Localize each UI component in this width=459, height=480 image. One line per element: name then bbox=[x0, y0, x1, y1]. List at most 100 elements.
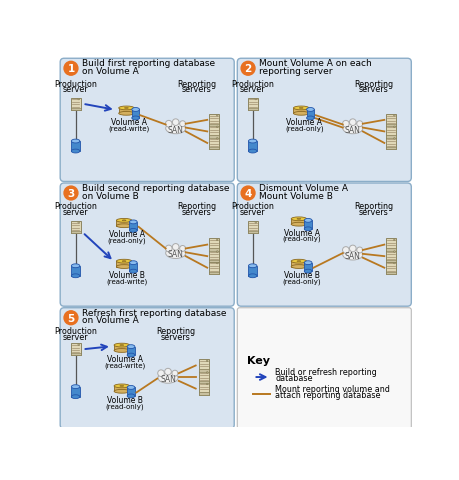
Text: Refresh first reporting database: Refresh first reporting database bbox=[82, 308, 226, 317]
Text: Reporting: Reporting bbox=[156, 326, 195, 336]
Bar bbox=[129, 263, 137, 272]
Bar bbox=[303, 263, 311, 272]
Ellipse shape bbox=[303, 261, 311, 265]
Bar bbox=[247, 221, 257, 234]
Text: (read-write): (read-write) bbox=[106, 278, 147, 284]
Text: Key: Key bbox=[247, 355, 270, 365]
Ellipse shape bbox=[132, 108, 139, 112]
Ellipse shape bbox=[116, 265, 132, 269]
Text: 3: 3 bbox=[67, 189, 74, 199]
Bar bbox=[291, 262, 306, 267]
Circle shape bbox=[172, 120, 179, 126]
Text: servers: servers bbox=[181, 207, 211, 216]
Ellipse shape bbox=[129, 229, 137, 233]
Circle shape bbox=[349, 120, 355, 126]
Bar bbox=[247, 231, 257, 234]
Ellipse shape bbox=[71, 264, 80, 268]
Text: (read-only): (read-only) bbox=[284, 125, 323, 132]
Text: 1: 1 bbox=[67, 64, 74, 74]
FancyBboxPatch shape bbox=[237, 59, 410, 182]
Text: SAN: SAN bbox=[344, 125, 360, 134]
Circle shape bbox=[172, 371, 178, 376]
Bar bbox=[386, 272, 396, 274]
Text: Volume B: Volume B bbox=[109, 270, 145, 279]
Bar bbox=[116, 221, 132, 226]
Text: Production: Production bbox=[54, 202, 97, 211]
Circle shape bbox=[64, 311, 78, 325]
Bar bbox=[209, 124, 219, 127]
Bar bbox=[209, 262, 219, 274]
Circle shape bbox=[64, 62, 78, 76]
Text: on Volume B: on Volume B bbox=[82, 191, 138, 200]
Bar bbox=[71, 142, 80, 152]
Text: SAN: SAN bbox=[168, 250, 183, 259]
Bar bbox=[386, 262, 396, 274]
FancyBboxPatch shape bbox=[60, 308, 234, 429]
Text: Production: Production bbox=[231, 80, 274, 89]
Bar bbox=[386, 249, 396, 251]
Circle shape bbox=[179, 121, 185, 127]
Ellipse shape bbox=[303, 228, 311, 231]
Ellipse shape bbox=[116, 260, 132, 264]
Text: server: server bbox=[62, 332, 88, 341]
Bar bbox=[386, 239, 396, 251]
Circle shape bbox=[216, 240, 218, 241]
Circle shape bbox=[216, 115, 218, 117]
Bar bbox=[71, 266, 80, 276]
Ellipse shape bbox=[248, 274, 257, 278]
Text: server: server bbox=[62, 207, 88, 216]
Text: reporting server: reporting server bbox=[258, 67, 331, 76]
Circle shape bbox=[349, 246, 355, 252]
FancyBboxPatch shape bbox=[237, 308, 410, 429]
Ellipse shape bbox=[248, 150, 257, 154]
Text: 4: 4 bbox=[244, 189, 251, 199]
Ellipse shape bbox=[165, 248, 185, 259]
Text: Reporting: Reporting bbox=[353, 202, 392, 211]
Ellipse shape bbox=[129, 220, 137, 224]
Ellipse shape bbox=[297, 261, 300, 262]
Ellipse shape bbox=[114, 344, 129, 347]
Ellipse shape bbox=[116, 224, 132, 228]
Ellipse shape bbox=[71, 395, 80, 399]
Text: SAN: SAN bbox=[168, 125, 183, 134]
Bar bbox=[199, 360, 209, 372]
Ellipse shape bbox=[291, 217, 306, 221]
Bar bbox=[209, 137, 219, 150]
Circle shape bbox=[78, 99, 79, 101]
Circle shape bbox=[393, 240, 394, 241]
Ellipse shape bbox=[124, 108, 128, 109]
Bar bbox=[209, 261, 219, 263]
Bar bbox=[293, 108, 308, 114]
Circle shape bbox=[165, 246, 172, 252]
Bar bbox=[306, 110, 313, 119]
Ellipse shape bbox=[127, 394, 134, 398]
Text: servers: servers bbox=[358, 85, 387, 94]
FancyBboxPatch shape bbox=[237, 184, 410, 307]
Text: SAN: SAN bbox=[160, 374, 175, 384]
Bar bbox=[199, 381, 209, 384]
Text: Volume A: Volume A bbox=[283, 228, 319, 237]
Circle shape bbox=[78, 222, 79, 224]
Ellipse shape bbox=[127, 353, 134, 357]
Text: Build second reporting database: Build second reporting database bbox=[82, 183, 229, 192]
Text: Reporting: Reporting bbox=[177, 80, 216, 89]
Bar bbox=[114, 386, 129, 392]
Text: server: server bbox=[62, 85, 88, 94]
Text: Production: Production bbox=[231, 202, 274, 211]
Ellipse shape bbox=[306, 117, 313, 120]
Bar bbox=[209, 136, 219, 138]
Text: Volume B: Volume B bbox=[106, 395, 142, 404]
Ellipse shape bbox=[248, 264, 257, 268]
Bar bbox=[199, 371, 209, 384]
Bar bbox=[127, 347, 134, 355]
Bar bbox=[70, 108, 80, 110]
Bar bbox=[248, 142, 257, 152]
Bar bbox=[303, 221, 311, 229]
Ellipse shape bbox=[127, 345, 134, 349]
Text: Mount reporting volume and: Mount reporting volume and bbox=[274, 384, 389, 393]
Text: server: server bbox=[239, 207, 265, 216]
Circle shape bbox=[241, 187, 254, 201]
Circle shape bbox=[393, 127, 394, 128]
Ellipse shape bbox=[120, 345, 123, 346]
Bar bbox=[386, 251, 396, 263]
